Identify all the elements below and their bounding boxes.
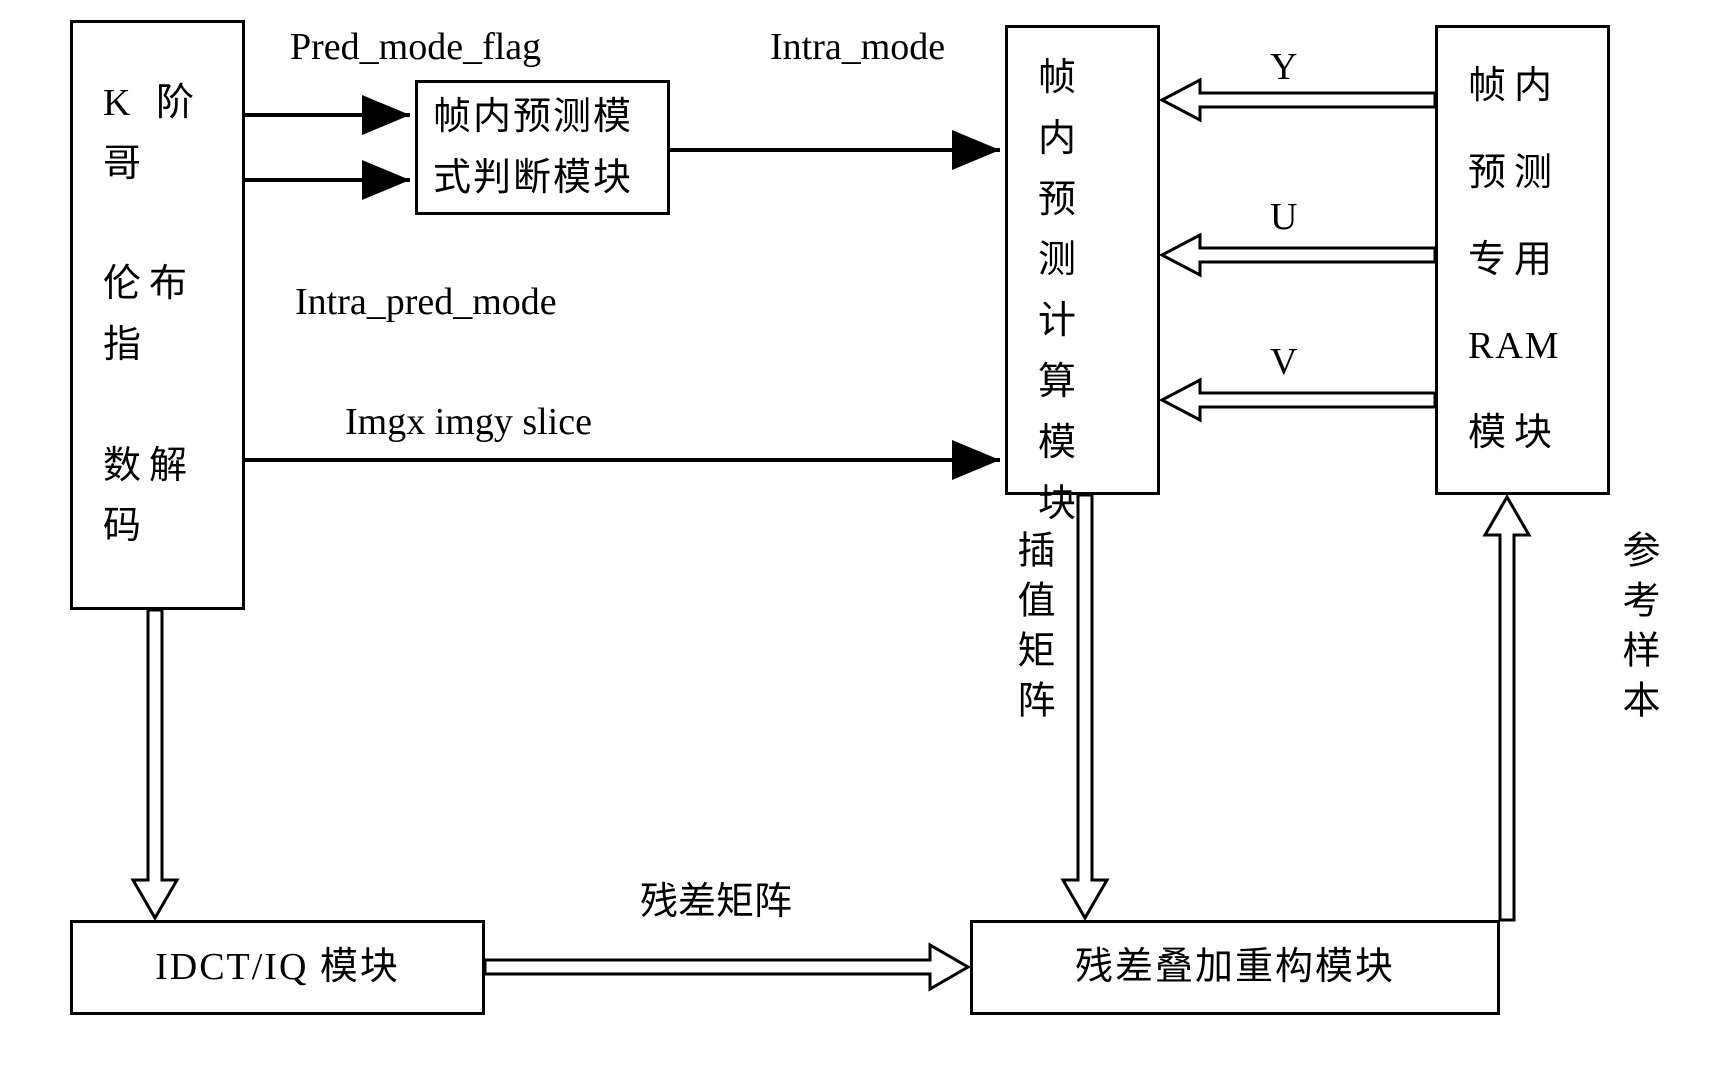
golomb-decoder-box: K 阶哥 伦布指 数解码	[70, 20, 245, 610]
ref-sample-label: 参考样本	[1610, 530, 1665, 730]
y-label: Y	[1270, 45, 1297, 89]
imgx-imgy-slice-label: Imgx imgy slice	[345, 400, 592, 444]
hollow-arrow-residual-to-ram	[1485, 497, 1529, 920]
idct-iq-text: IDCT/IQ 模块	[155, 937, 400, 998]
residual-matrix-label: 残差矩阵	[640, 870, 792, 925]
idct-iq-box: IDCT/IQ 模块	[70, 920, 485, 1015]
intra-ram-box: 帧内 预测 专用 RAM 模块	[1435, 25, 1610, 495]
intra-calc-line3: 计算	[1038, 291, 1127, 413]
mode-decision-line1: 帧内预测模	[433, 87, 633, 148]
golomb-line1: K 阶哥	[103, 73, 212, 195]
hollow-arrow-y	[1162, 80, 1435, 120]
intra-mode-label: Intra_mode	[770, 25, 945, 69]
hollow-arrow-u	[1162, 235, 1435, 275]
golomb-line2: 伦布指	[103, 254, 212, 376]
hollow-arrow-v	[1162, 380, 1435, 420]
intra-calc-box: 帧内 预测 计算 模块	[1005, 25, 1160, 495]
intra-ram-line5: 模块	[1468, 403, 1560, 464]
hollow-arrow-golomb-to-idct	[133, 610, 177, 918]
intra-calc-line4: 模块	[1038, 413, 1127, 535]
intra-calc-line1: 帧内	[1038, 48, 1127, 170]
hollow-arrow-idct-to-residual	[485, 945, 968, 989]
pred-mode-flag-label: Pred_mode_flag	[290, 25, 541, 69]
intra-ram-line4: RAM	[1468, 316, 1561, 377]
intra-pred-mode-label: Intra_pred_mode	[295, 280, 557, 324]
intra-calc-line2: 预测	[1038, 170, 1127, 292]
u-label: U	[1270, 195, 1297, 239]
hollow-arrow-calc-to-residual	[1063, 495, 1107, 918]
interp-matrix-label: 插值矩阵	[1005, 530, 1060, 730]
intra-ram-line1: 帧内	[1468, 56, 1560, 117]
mode-decision-line2: 式判断模块	[433, 148, 633, 209]
intra-ram-line3: 专用	[1468, 230, 1560, 291]
v-label: V	[1270, 340, 1297, 384]
residual-recon-text: 残差叠加重构模块	[1075, 937, 1395, 998]
golomb-line3: 数解码	[103, 436, 212, 558]
residual-recon-box: 残差叠加重构模块	[970, 920, 1500, 1015]
mode-decision-box: 帧内预测模 式判断模块	[415, 80, 670, 215]
intra-ram-line2: 预测	[1468, 143, 1560, 204]
